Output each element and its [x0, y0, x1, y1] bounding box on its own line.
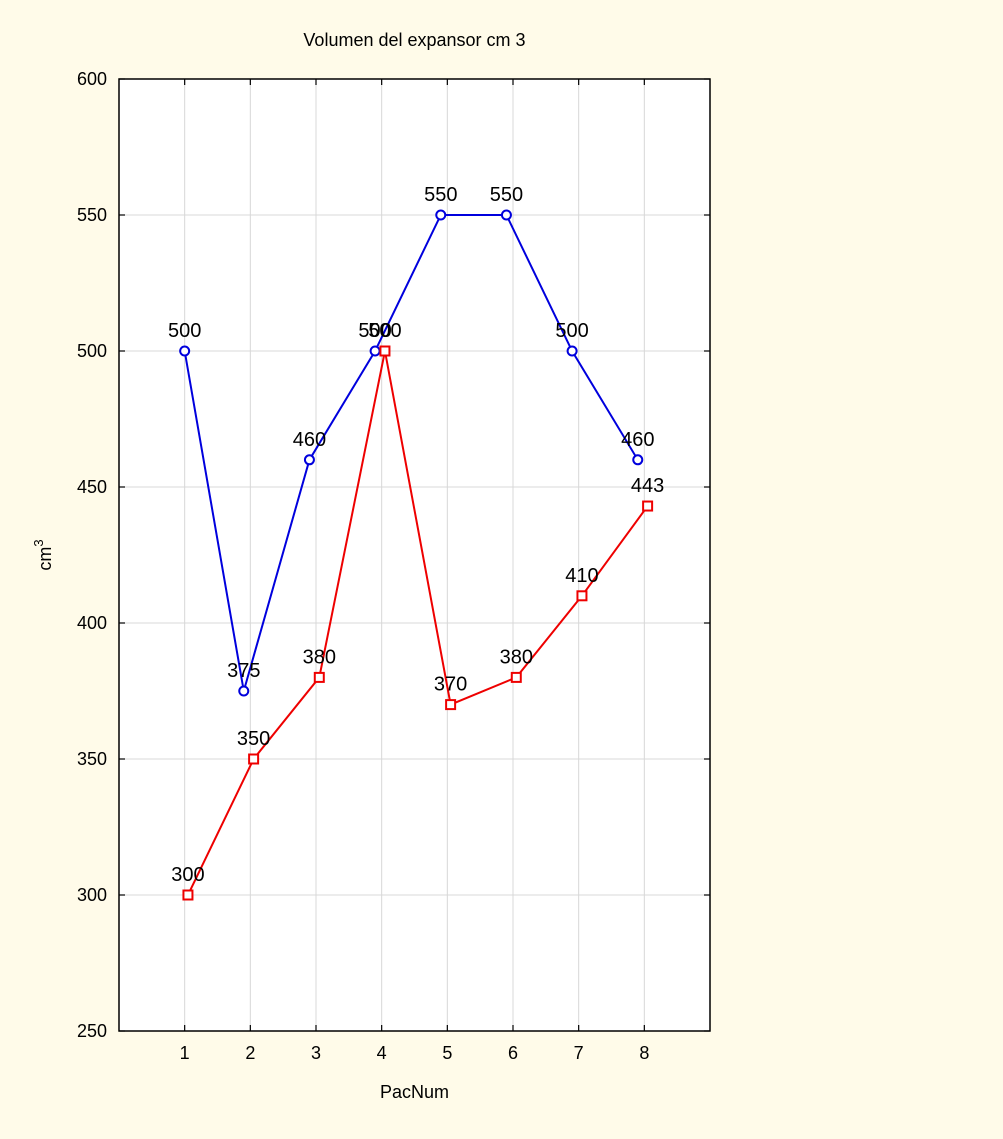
- chart-title: Volumen del expansor cm 3: [303, 30, 525, 50]
- data-label: 410: [565, 565, 598, 587]
- data-label: 350: [237, 728, 270, 750]
- y-axis-label: cm3: [31, 539, 55, 570]
- data-label: 375: [227, 660, 260, 682]
- data-point: [500, 209, 512, 221]
- x-tick-label: 7: [574, 1043, 584, 1063]
- data-point: [642, 500, 654, 512]
- data-label: 370: [434, 674, 467, 696]
- series-line: [183, 214, 639, 692]
- axis-ticks: 1 2 3 4 5 6 7 8 250 300 350 400 450 500 550 600: [77, 69, 710, 1063]
- x-tick-label: 8: [639, 1043, 649, 1063]
- data-label: 500: [168, 320, 201, 342]
- data-label: 380: [303, 646, 336, 668]
- y-tick-label: 300: [77, 885, 107, 905]
- y-tick-label: 400: [77, 613, 107, 633]
- data-label: 380: [500, 646, 533, 668]
- series-1: 500 375 460 500 550 550 500 460: [168, 184, 654, 697]
- y-tick-label: 350: [77, 749, 107, 769]
- series-2: 300 350 380 500 370 380 410 443: [171, 320, 664, 901]
- data-label: 300: [171, 864, 204, 886]
- data-point: [510, 671, 522, 683]
- y-tick-label: 250: [77, 1021, 107, 1041]
- data-label: 460: [621, 429, 654, 451]
- y-tick-label: 500: [77, 341, 107, 361]
- data-point: [369, 345, 381, 357]
- data-point: [303, 454, 315, 466]
- data-point: [445, 699, 457, 711]
- y-axis-label-base: cm: [35, 547, 55, 571]
- y-tick-label: 450: [77, 477, 107, 497]
- x-tick-label: 2: [245, 1043, 255, 1063]
- y-tick-label: 600: [77, 69, 107, 89]
- data-label: 460: [293, 429, 326, 451]
- data-point: [248, 753, 260, 765]
- data-point: [435, 209, 447, 221]
- data-label: 500: [555, 320, 588, 342]
- data-point: [576, 590, 588, 602]
- data-point: [632, 454, 644, 466]
- series-line: [187, 350, 649, 896]
- data-point: [182, 889, 194, 901]
- data-point: [379, 345, 391, 357]
- y-tick-label: 550: [77, 205, 107, 225]
- plot-area: [119, 79, 710, 1031]
- x-tick-label: 4: [377, 1043, 387, 1063]
- x-axis-label: PacNum: [380, 1082, 449, 1102]
- x-tick-label: 3: [311, 1043, 321, 1063]
- data-label: 550: [424, 184, 457, 206]
- data-point: [566, 345, 578, 357]
- data-point: [238, 685, 250, 697]
- data-label: 500: [368, 320, 401, 342]
- x-tick-label: 5: [442, 1043, 452, 1063]
- plot-frame: [118, 78, 711, 1032]
- data-label: 443: [631, 475, 664, 497]
- x-tick-label: 1: [180, 1043, 190, 1063]
- y-axis-label-superscript: 3: [31, 539, 46, 546]
- data-label: 500: [358, 320, 391, 342]
- data-point: [313, 671, 325, 683]
- data-point: [179, 345, 191, 357]
- x-tick-label: 6: [508, 1043, 518, 1063]
- data-label: 550: [490, 184, 523, 206]
